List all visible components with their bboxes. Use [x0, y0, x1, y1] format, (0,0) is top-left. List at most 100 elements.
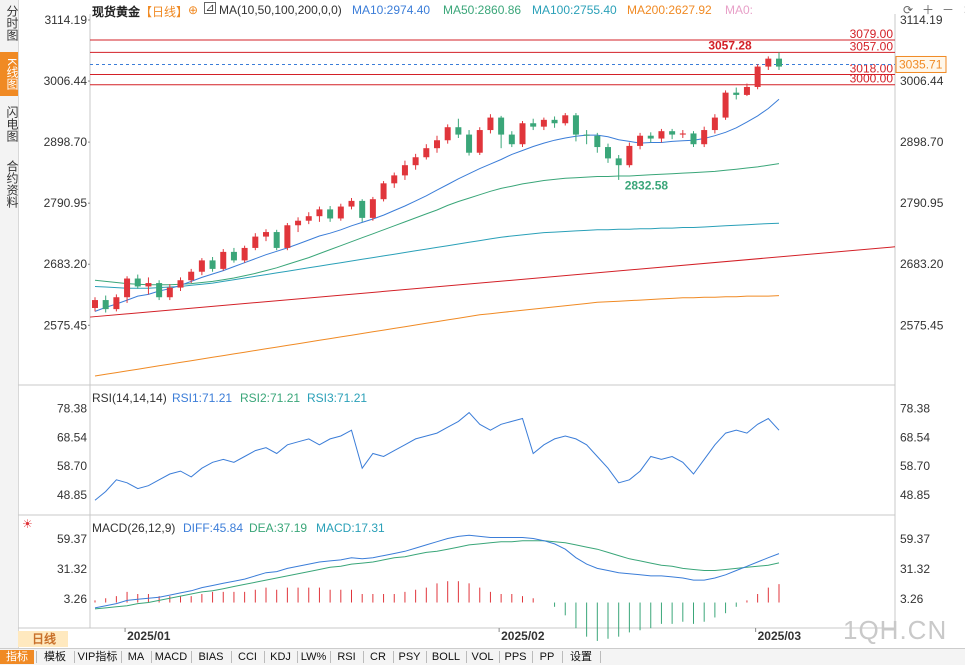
settings-icon[interactable]: ⊕ — [188, 3, 199, 17]
toolbar-separator — [363, 651, 364, 663]
candle-body — [615, 158, 622, 166]
candle-body — [626, 145, 633, 166]
trendline — [89, 246, 896, 318]
candle-body — [562, 115, 569, 124]
toolbar-item[interactable]: BOLL — [431, 651, 461, 663]
macd-value: MACD:17.31 — [316, 521, 385, 535]
candle-body — [156, 283, 163, 298]
candle-body — [359, 200, 366, 218]
toolbar-item[interactable]: CR — [370, 651, 386, 663]
toolbar-separator — [499, 651, 500, 663]
price-axis-label-left: 2898.70 — [44, 135, 88, 149]
tab-timeshare[interactable]: 分时图 — [5, 5, 19, 41]
tab-kline[interactable]: K线图 — [0, 52, 19, 96]
toolbar-item[interactable]: VOL — [471, 651, 494, 663]
level-line-label: 3057.00 — [850, 39, 894, 53]
candle-body — [209, 260, 216, 269]
close-icon[interactable]: ✕ — [960, 2, 965, 18]
ma50-value: MA50:2860.86 — [443, 3, 522, 17]
candle-body — [733, 92, 740, 95]
price-axis-label-right: 2683.20 — [900, 257, 944, 271]
candle-body — [380, 183, 387, 200]
indicator-toolbar: 指标 模板 VIP指标 MA MACD BIAS CCI KDJ LW% RSI CR PSY BOLL… — [0, 648, 965, 665]
chart-canvas[interactable]: 3114.19 3114.19 3006.44 3006.44 2898.70 2898.… — [18, 0, 965, 664]
period-label[interactable]: 【日线】 — [140, 5, 189, 19]
dea-line — [94, 540, 780, 610]
candle-body — [434, 140, 440, 149]
toolbar-item[interactable]: 模板 — [44, 651, 66, 663]
toolbar-separator — [562, 651, 563, 663]
price-axis-label-left: 3006.44 — [44, 74, 88, 88]
toolbar-item[interactable]: 设置 — [570, 651, 592, 663]
dea-value: DEA:37.19 — [249, 521, 308, 535]
ma200-line — [94, 295, 780, 377]
candle-body — [230, 251, 237, 261]
add-icon[interactable]: ＋ — [921, 3, 934, 17]
toolbar-separator — [330, 651, 331, 663]
rsi-axis-label-right: 48.85 — [900, 488, 930, 502]
toolbar-item[interactable]: KDJ — [270, 651, 291, 663]
candle-body — [263, 232, 269, 237]
toolbar-item[interactable]: 指标 — [0, 650, 34, 664]
candle-body — [327, 209, 334, 219]
toolbar-item[interactable]: VIP指标 — [77, 651, 118, 663]
toolbar-separator — [466, 651, 467, 663]
macd-axis-label-right: 31.32 — [900, 562, 930, 576]
candle-body — [679, 133, 686, 135]
candle-body — [423, 148, 430, 158]
candle-body — [540, 119, 547, 127]
candle-body — [711, 117, 718, 131]
candle-body — [776, 58, 782, 67]
price-axis-label-right: 3006.44 — [900, 74, 944, 88]
remove-icon[interactable]: － — [941, 3, 954, 17]
toolbar-item[interactable]: LW% — [300, 651, 327, 663]
rsi-axis-label-left: 48.85 — [57, 488, 87, 502]
toolbar-separator — [191, 651, 192, 663]
candle-body — [701, 130, 708, 145]
low-annotation: 2832.58 — [625, 179, 669, 193]
ma100-line — [94, 222, 780, 289]
toolbar-item[interactable]: PSY — [398, 651, 421, 663]
price-axis-label-left: 3114.19 — [45, 13, 88, 27]
refresh-icon[interactable]: ⟳ — [902, 3, 914, 17]
candle-body — [401, 165, 408, 176]
toolbar-item[interactable]: PP — [539, 651, 555, 663]
rsi-axis-label-left: 78.38 — [57, 402, 87, 416]
candle-body — [134, 278, 141, 287]
toolbar-item[interactable]: CCI — [238, 651, 257, 663]
candle-body — [412, 157, 419, 166]
toolbar-separator — [74, 651, 75, 663]
timeframe-label[interactable]: 日线 — [18, 631, 68, 647]
candle-body — [113, 297, 120, 310]
toolbar-item[interactable]: BIAS — [198, 651, 224, 663]
macd-settings-icon[interactable]: ☀ — [22, 517, 33, 531]
toolbar-item[interactable]: MA — [127, 651, 145, 663]
toolbar-separator — [426, 651, 427, 663]
candle-body — [754, 66, 761, 87]
candle-body — [444, 127, 451, 141]
chart-icon[interactable]: ⊿ — [204, 2, 216, 14]
instrument-name: 现货黄金 — [92, 5, 141, 19]
candle-body — [305, 216, 312, 221]
price-axis-label-left: 2575.45 — [44, 318, 88, 332]
macd-axis-label-left: 31.32 — [57, 562, 87, 576]
tab-contract-info[interactable]: 合约资料 — [5, 160, 19, 208]
level-line-label: 3018.00 — [850, 62, 894, 76]
candle-body — [145, 283, 152, 287]
tab-lightning[interactable]: 闪电图 — [5, 106, 19, 142]
candle-body — [647, 135, 654, 139]
toolbar-separator — [151, 651, 152, 663]
diff-value: DIFF:45.84 — [183, 521, 244, 535]
ma100-value: MA100:2755.40 — [532, 3, 617, 17]
candle-body — [284, 225, 291, 248]
candle-body — [690, 133, 697, 145]
candle-body — [92, 300, 98, 308]
toolbar-item[interactable]: MACD — [154, 651, 188, 663]
toolbar-item[interactable]: RSI — [337, 651, 356, 663]
ma0-value: MA0: — [725, 3, 754, 17]
macd-axis-label-right: 3.26 — [900, 592, 924, 606]
current-price-tag — [895, 55, 947, 73]
toolbar-item[interactable]: PPS — [504, 651, 527, 663]
candle-body — [102, 300, 109, 310]
candle-body — [551, 119, 558, 124]
